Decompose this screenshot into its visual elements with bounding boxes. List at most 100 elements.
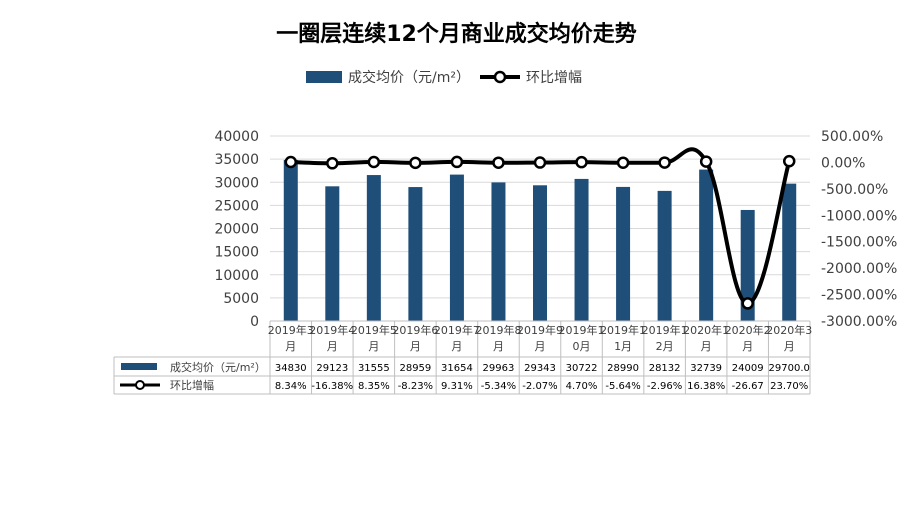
table-cell-price: 28990 (607, 363, 639, 374)
bar (491, 182, 506, 321)
table-cell-change: 8.35% (358, 381, 390, 392)
line-point (782, 154, 796, 168)
table-row-bar-label: 成交均价（元/m²） (170, 360, 266, 374)
x-category-label: 2020年3 (766, 323, 812, 337)
x-category-label: 月 (451, 340, 462, 353)
bar (657, 190, 672, 321)
x-category-label: 2020年1 (683, 323, 729, 337)
x-category-label: 2019年5 (351, 323, 397, 337)
x-category-label: 1月 (614, 340, 632, 353)
y-right-tick-label: -1500.00% (821, 235, 897, 251)
table-cell-price: 28132 (649, 363, 681, 374)
table-cell-price: 32739 (690, 363, 722, 374)
table-row-line-label: 环比增幅 (170, 378, 214, 392)
x-category-label: 2019年1 (600, 323, 646, 337)
x-category-label: 2019年3 (268, 323, 314, 337)
y-left-tick-label: 0 (250, 314, 259, 330)
y-left-tick-label: 30000 (214, 175, 259, 191)
y-right-tick-label: 0.00% (821, 155, 865, 171)
y-right-tick-label: -2500.00% (821, 288, 897, 304)
bar (782, 183, 797, 321)
y-left-tick-label: 10000 (214, 268, 259, 284)
line-point (326, 157, 339, 170)
table-cell-price: 34830 (275, 363, 307, 374)
x-category-label: 2019年1 (559, 323, 605, 337)
table-cell-price: 30722 (566, 363, 598, 374)
y-right-tick-label: 500.00% (821, 129, 883, 145)
y-right-tick-label: -1000.00% (821, 208, 897, 224)
table-cell-change: -26.67 (732, 381, 764, 392)
table-cell-change: -2.07% (522, 381, 557, 392)
table-row-line-swatch-marker (135, 380, 145, 390)
y-right-tick-label: -500.00% (821, 182, 888, 198)
line-point (741, 297, 754, 310)
bar (574, 178, 589, 321)
x-category-label: 0月 (573, 340, 591, 353)
y-left-tick-label: 40000 (214, 129, 259, 145)
legend-line-swatch (479, 70, 520, 84)
line-point (533, 156, 547, 169)
table-cell-price: 29700.0 (769, 363, 810, 374)
x-category-label: 月 (742, 340, 753, 353)
table-cell-change: 23.70% (770, 381, 808, 392)
bar (283, 159, 298, 321)
table-cell-price: 31555 (358, 363, 390, 374)
x-category-label: 月 (285, 340, 296, 353)
y-left-tick-label: 35000 (214, 152, 259, 168)
table-cell-price: 29963 (483, 363, 515, 374)
line-point (409, 156, 422, 170)
y-right-tick-label: -2000.00% (821, 261, 897, 277)
x-category-label: 2019年9 (517, 323, 563, 337)
x-category-label: 2020年2 (725, 323, 771, 337)
x-category-label: 月 (327, 340, 338, 353)
line-point (284, 155, 298, 169)
table-cell-change: -2.96% (647, 381, 682, 392)
x-category-label: 月 (701, 340, 712, 353)
x-category-label: 2019年8 (475, 323, 521, 337)
table-cell-change: -5.34% (481, 381, 516, 392)
line-point (616, 156, 630, 169)
table-cell-change: -8.23% (398, 381, 433, 392)
x-category-label: 2019年4 (309, 323, 355, 337)
line-point (575, 155, 588, 169)
bar (699, 169, 714, 321)
y-left-tick-label: 15000 (214, 245, 259, 261)
bar (449, 174, 464, 321)
legend-item-line: 环比增幅 (479, 67, 582, 87)
chart-legend: 成交均价（元/m²） 环比增幅 (306, 67, 592, 87)
table-cell-change: -16.38% (311, 381, 353, 392)
line-point (492, 156, 505, 169)
x-category-label: 2019年6 (392, 323, 438, 337)
bar (366, 175, 381, 321)
bar (740, 209, 755, 321)
table-cell-price: 29343 (524, 363, 556, 374)
legend-bar-label: 成交均价（元/m²） (348, 70, 470, 86)
table-cell-change: 16.38% (687, 381, 725, 392)
x-category-label: 2019年7 (434, 323, 480, 337)
table-cell-price: 31654 (441, 363, 473, 374)
x-category-label: 月 (368, 340, 379, 353)
x-category-label: 2月 (656, 340, 674, 353)
x-category-label: 月 (535, 340, 546, 353)
line-point (367, 155, 381, 169)
x-category-label: 月 (493, 340, 504, 353)
y-left-tick-label: 25000 (214, 198, 259, 214)
bar (533, 185, 547, 321)
table-cell-price: 24009 (732, 363, 764, 374)
table-cell-change: -5.64% (605, 381, 640, 392)
y-left-tick-label: 20000 (214, 222, 259, 238)
x-category-label: 2019年1 (642, 323, 688, 337)
table-cell-change: 8.34% (275, 381, 307, 392)
y-right-tick-label: -3000.00% (821, 314, 897, 330)
bar (325, 186, 340, 321)
legend-bar-swatch (306, 71, 342, 83)
table-row-bar-swatch (121, 363, 157, 370)
table-cell-change: 9.31% (441, 381, 473, 392)
x-category-label: 月 (410, 340, 421, 353)
bar (408, 187, 423, 321)
line-point (699, 155, 713, 168)
line-point (658, 156, 671, 169)
chart-title: 一圈层连续12个月商业成交均价走势 (276, 22, 637, 47)
table-cell-price: 29123 (316, 363, 348, 374)
